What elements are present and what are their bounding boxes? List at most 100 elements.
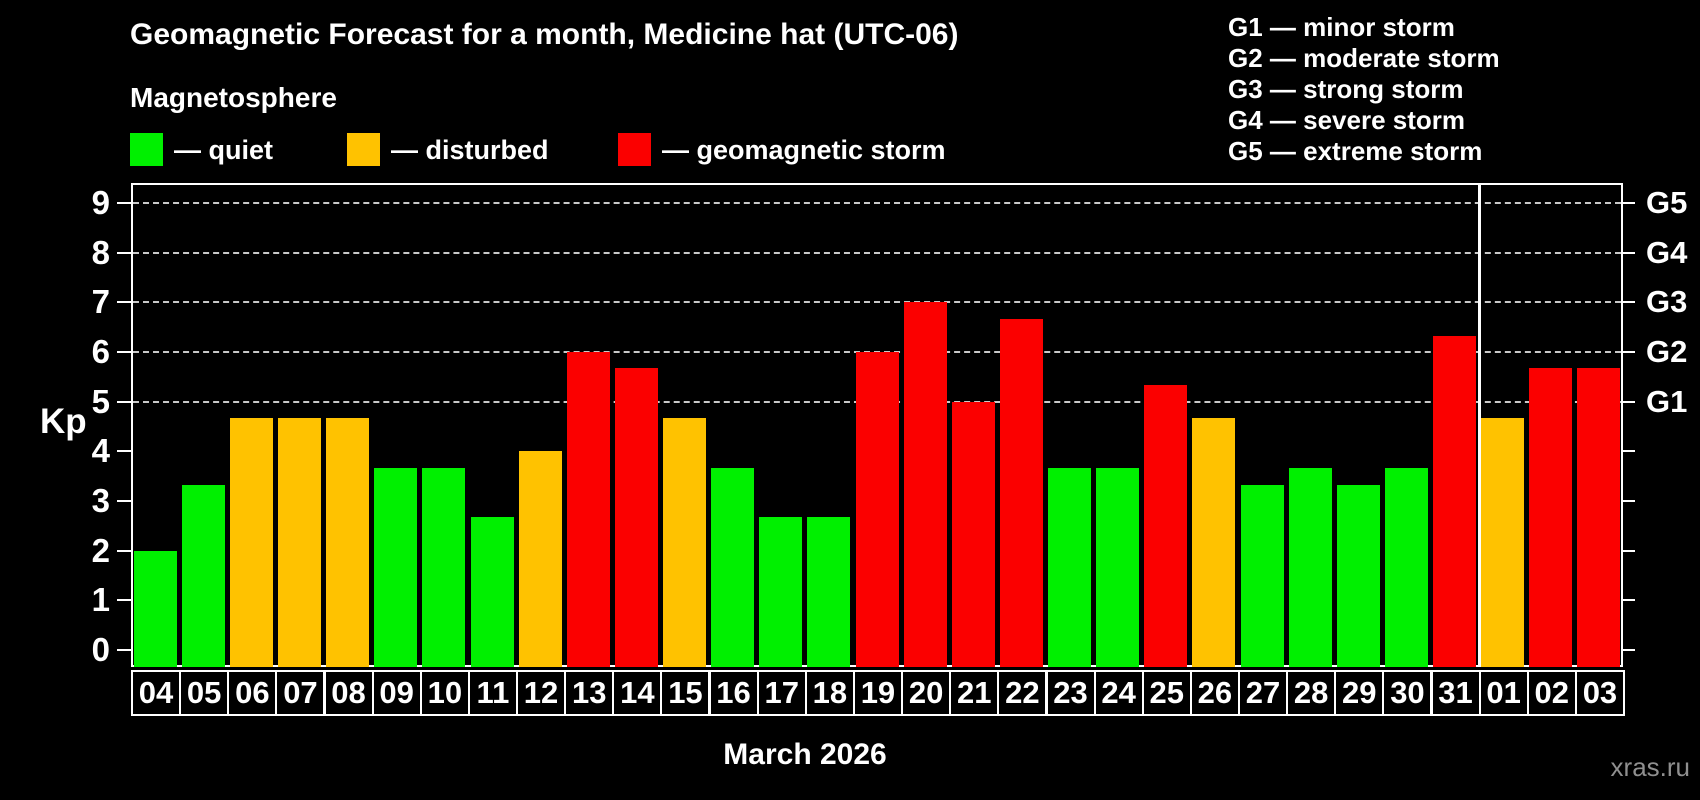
gridline-kp-8 [133, 251, 1621, 254]
bar-day-29 [1336, 484, 1380, 667]
y-tick-2 [117, 549, 131, 552]
g-legend-line-1: G1 — minor storm [1228, 12, 1455, 42]
y-tick-label-5: 5 [91, 382, 110, 420]
day-label-20: 20 [901, 670, 952, 716]
day-label-13: 13 [564, 670, 615, 716]
bar-day-08 [326, 418, 370, 667]
y-tick-label-6: 6 [91, 332, 110, 370]
bar-day-04 [133, 550, 177, 667]
bar-day-11 [470, 517, 514, 667]
y-tick-label-7: 7 [91, 283, 110, 321]
day-label-10: 10 [419, 670, 470, 716]
y-tick-0 [117, 649, 131, 651]
plot-area [131, 183, 1623, 667]
day-label-27: 27 [1238, 670, 1289, 716]
magnetosphere-label: Magnetosphere [130, 82, 337, 113]
y-tick-label-1: 1 [91, 581, 110, 619]
bar-day-10 [422, 467, 466, 667]
g-scale-legend: G1 — minor storm G2 — moderate storm G3 — … [1228, 12, 1500, 167]
day-label-08: 08 [323, 670, 374, 716]
bar-day-25 [1144, 385, 1188, 667]
day-label-12: 12 [516, 670, 567, 716]
right-axis-label-G5: G5 [1646, 184, 1688, 220]
x-axis-month-label: March 2026 [723, 738, 887, 771]
day-label-11: 11 [467, 670, 518, 716]
right-tick-5 [1621, 400, 1635, 403]
bar-day-26 [1192, 418, 1236, 667]
y-tick-7 [117, 301, 131, 304]
bar-day-31 [1433, 335, 1476, 667]
bar-day-12 [518, 451, 562, 667]
bar-day-07 [278, 418, 321, 667]
right-tick-1 [1621, 599, 1635, 602]
day-label-19: 19 [852, 670, 903, 716]
day-label-09: 09 [371, 670, 422, 716]
bar-day-06 [229, 418, 273, 667]
bar-day-13 [566, 352, 610, 667]
day-label-03: 03 [1574, 670, 1625, 716]
right-tick-3 [1621, 499, 1635, 502]
bar-day-20 [903, 302, 947, 667]
g-legend-line-4: G4 — severe storm [1228, 105, 1466, 135]
right-tick-6 [1621, 350, 1635, 353]
day-label-07: 07 [275, 670, 326, 716]
y-tick-label-0: 0 [91, 631, 110, 668]
right-tick-9 [1621, 201, 1635, 204]
day-label-18: 18 [804, 670, 855, 716]
day-label-14: 14 [612, 670, 663, 716]
bar-day-27 [1240, 484, 1284, 667]
legend-swatch-disturbed [347, 133, 380, 166]
legend-label-storm: — geomagnetic storm [662, 135, 946, 165]
bar-day-15 [663, 418, 706, 667]
bar-day-14 [614, 368, 658, 667]
bar-day-09 [374, 467, 418, 667]
bar-day-01 [1481, 418, 1525, 667]
y-axis-label: Kp [40, 402, 87, 441]
right-axis-label-G4: G4 [1646, 234, 1688, 270]
right-axis-label-G2: G2 [1646, 333, 1688, 369]
day-label-21: 21 [949, 670, 1000, 716]
right-tick-2 [1621, 549, 1635, 552]
day-label-01: 01 [1478, 670, 1529, 716]
day-label-31: 31 [1430, 670, 1481, 716]
gridline-kp-9 [133, 201, 1621, 204]
day-label-06: 06 [227, 670, 278, 716]
bar-day-02 [1529, 368, 1573, 667]
right-axis-label-G3: G3 [1646, 284, 1688, 320]
right-tick-7 [1621, 301, 1635, 304]
day-label-23: 23 [1045, 670, 1096, 716]
month-separator-line [1477, 183, 1481, 667]
day-label-26: 26 [1189, 670, 1240, 716]
y-tick-5 [117, 400, 131, 403]
bar-day-21 [951, 401, 995, 667]
y-tick-label-8: 8 [91, 233, 110, 271]
y-tick-label-2: 2 [91, 531, 110, 569]
g-legend-line-5: G5 — extreme storm [1228, 136, 1483, 166]
day-label-02: 02 [1526, 670, 1577, 716]
gridline-kp-7 [133, 301, 1621, 304]
day-label-16: 16 [708, 670, 759, 716]
y-tick-3 [117, 499, 131, 502]
y-tick-label-9: 9 [91, 183, 110, 221]
y-tick-label-4: 4 [91, 432, 110, 470]
g-legend-line-2: G2 — moderate storm [1228, 43, 1500, 73]
bar-day-22 [999, 318, 1043, 667]
y-tick-8 [117, 251, 131, 254]
bar-day-03 [1577, 368, 1621, 667]
watermark: xras.ru [1610, 752, 1690, 782]
y-tick-9 [117, 201, 131, 204]
day-label-29: 29 [1334, 670, 1385, 716]
legend-swatch-quiet [130, 133, 163, 166]
bar-day-30 [1384, 467, 1428, 667]
bar-day-16 [711, 467, 755, 667]
gridline-kp-6 [133, 350, 1621, 353]
right-tick-0 [1621, 649, 1635, 651]
day-label-30: 30 [1382, 670, 1433, 716]
legend-label-disturbed: — disturbed [391, 135, 549, 165]
day-label-28: 28 [1286, 670, 1337, 716]
day-label-05: 05 [179, 670, 230, 716]
bar-day-18 [807, 517, 851, 667]
day-label-25: 25 [1141, 670, 1192, 716]
y-tick-1 [117, 599, 131, 602]
bar-day-24 [1096, 467, 1140, 667]
